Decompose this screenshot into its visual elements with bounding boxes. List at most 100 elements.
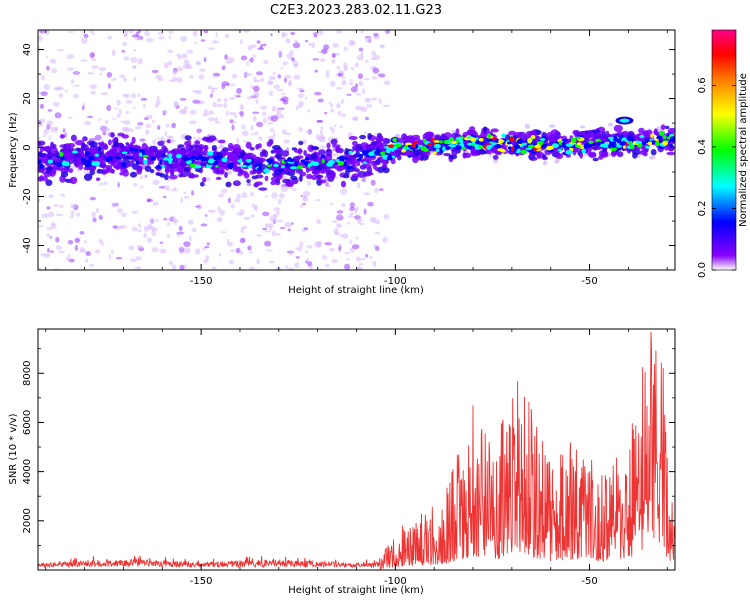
band-blob	[156, 172, 163, 177]
band-hotspot	[142, 154, 149, 158]
band-blob	[443, 152, 451, 157]
band-hotspot	[459, 140, 464, 143]
noise-speck	[171, 264, 177, 270]
noise-speck	[82, 105, 85, 111]
band-hotspot	[391, 155, 395, 159]
band-blob	[246, 179, 251, 184]
noise-speck	[70, 79, 75, 84]
band-hotspot	[576, 142, 582, 146]
band-blob	[83, 173, 93, 181]
band-hotspot	[557, 148, 562, 152]
noise-speck	[341, 203, 346, 208]
noise-speck	[67, 116, 73, 120]
band-hotspot	[433, 140, 441, 143]
noise-speck	[350, 41, 357, 45]
snr-y-tick-label: 2000	[22, 508, 33, 533]
colorbar-tick-label: 0.0	[697, 262, 708, 278]
band-hotspot	[215, 165, 219, 168]
noise-speck	[298, 100, 304, 107]
band-blob	[413, 150, 421, 157]
noise-speck	[66, 256, 70, 262]
noise-speck	[214, 116, 218, 123]
noise-speck	[152, 139, 157, 146]
band-hotspot	[628, 140, 633, 147]
noise-speck	[207, 85, 213, 90]
noise-speck	[98, 238, 104, 244]
noise-speck	[260, 105, 267, 110]
band-hotspot	[39, 163, 44, 169]
noise-speck	[344, 263, 351, 270]
noise-speck	[54, 112, 62, 119]
noise-speck	[131, 34, 138, 38]
snr-x-tick-label: -50	[581, 576, 597, 587]
noise-speck	[188, 219, 194, 225]
noise-speck	[239, 110, 244, 117]
noise-speck	[319, 129, 323, 136]
band-blob	[295, 157, 299, 162]
band-blob	[592, 146, 598, 151]
noise-speck	[223, 97, 228, 103]
noise-speck	[281, 96, 289, 102]
band-hotspot	[588, 140, 594, 145]
noise-speck	[199, 68, 206, 72]
noise-speck	[119, 225, 127, 229]
noise-speck	[344, 251, 350, 255]
band-blob	[373, 160, 381, 164]
noise-speck	[317, 30, 324, 36]
noise-speck	[47, 109, 53, 112]
noise-speck	[83, 121, 92, 126]
noise-speck	[239, 250, 244, 255]
noise-speck	[278, 50, 283, 57]
noise-speck	[196, 128, 203, 134]
noise-speck	[295, 105, 299, 111]
band-blob	[273, 148, 282, 154]
noise-speck	[166, 222, 171, 226]
band-blob	[492, 154, 499, 160]
noise-speck	[124, 93, 130, 99]
band-blob	[318, 179, 327, 184]
noise-speck	[333, 124, 337, 128]
band-blob	[104, 151, 111, 158]
noise-speck	[181, 53, 188, 59]
noise-speck	[92, 217, 97, 223]
band-hotspot	[135, 160, 140, 165]
noise-speck	[94, 249, 101, 254]
noise-speck	[325, 70, 330, 75]
band-blob	[82, 136, 88, 142]
band-blob	[193, 174, 199, 178]
noise-speck	[64, 132, 67, 138]
band-hotspot	[527, 144, 535, 148]
band-hotspot	[386, 148, 391, 154]
noise-speck	[151, 247, 159, 253]
band-blob	[469, 129, 477, 136]
noise-speck	[306, 245, 313, 249]
noise-speck	[299, 241, 304, 248]
noise-speck	[223, 103, 228, 109]
noise-speck	[183, 241, 191, 248]
band-blob	[357, 170, 367, 178]
noise-speck	[250, 84, 254, 89]
noise-speck	[39, 30, 45, 34]
band-hotspot	[423, 138, 427, 143]
figure-title: C2E3.2023.283.02.11.G23	[270, 3, 442, 18]
noise-speck	[282, 92, 286, 95]
noise-speck	[200, 223, 208, 227]
noise-speck	[378, 73, 386, 78]
noise-speck	[294, 262, 300, 268]
noise-speck	[240, 227, 245, 234]
band-hotspot	[284, 159, 288, 163]
noise-speck	[168, 260, 174, 266]
noise-speck	[107, 83, 111, 89]
band-blob	[237, 172, 243, 177]
noise-speck	[208, 209, 212, 212]
noise-speck	[281, 32, 285, 39]
band-blob	[110, 169, 115, 174]
noise-speck	[128, 245, 135, 250]
band-blob	[382, 167, 390, 174]
noise-speck	[247, 245, 252, 251]
noise-speck	[299, 89, 305, 93]
noise-speck	[295, 256, 300, 259]
noise-speck	[179, 108, 187, 115]
band-blob	[150, 169, 155, 174]
noise-speck	[261, 43, 266, 47]
